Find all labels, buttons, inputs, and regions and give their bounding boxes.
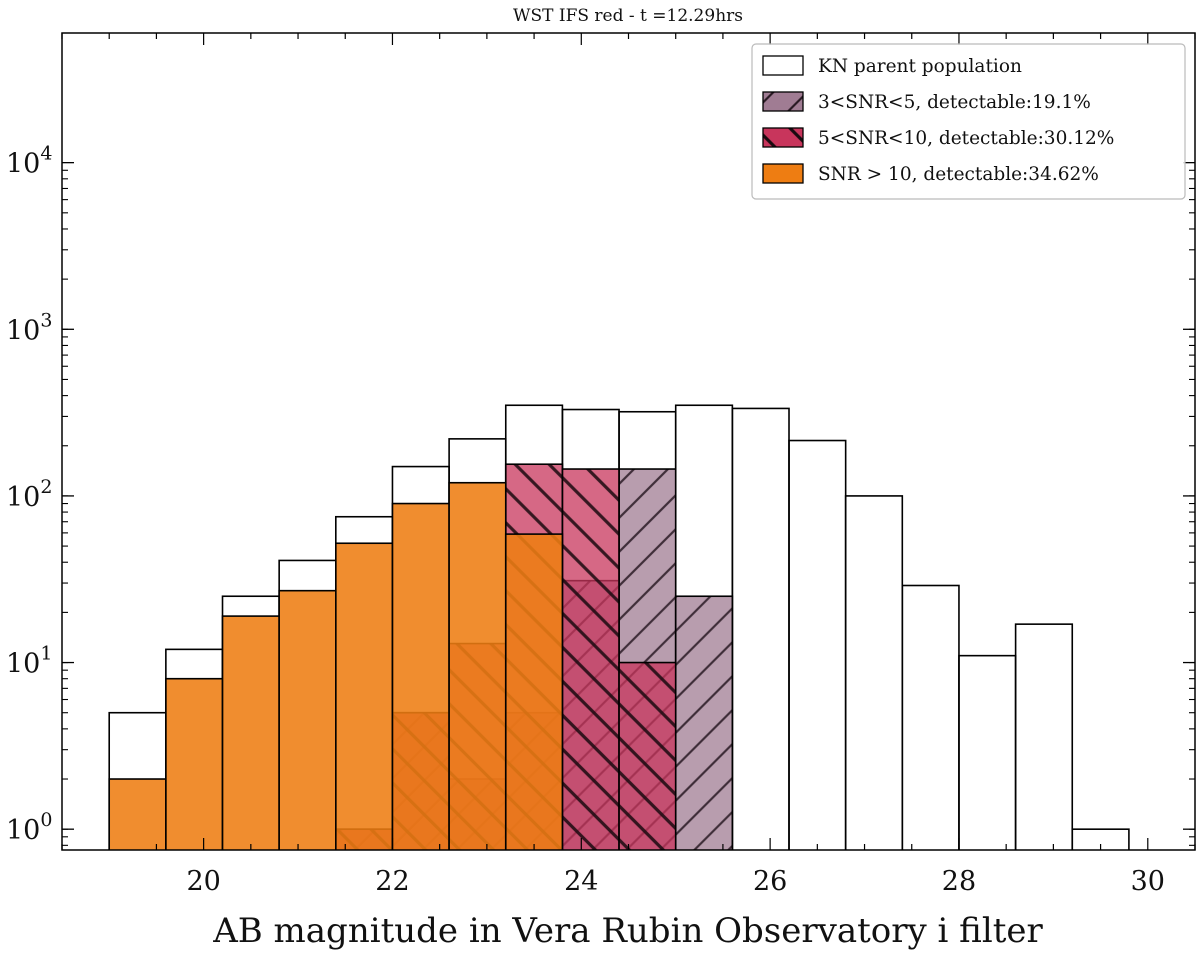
bar-s3-bin7 xyxy=(504,533,564,850)
y-tick-label: 102 xyxy=(6,476,52,513)
legend: KN parent population 3<SNR<5, detectable… xyxy=(751,43,1186,200)
bar-s0-bin14 xyxy=(901,584,960,850)
bar-s0-bin11 xyxy=(731,407,790,850)
bar-s3-bin0 xyxy=(108,778,167,850)
bar-s0-bin13 xyxy=(844,495,904,850)
plot-area xyxy=(108,404,1130,850)
x-tick-label: 28 xyxy=(942,866,976,897)
bar-s0-bin15 xyxy=(958,654,1017,850)
bar-s3-bin1 xyxy=(165,677,224,850)
bar-s2-bin9-hatch xyxy=(618,661,677,850)
legend-label-parent: KN parent population xyxy=(818,56,1022,77)
bar-s3-bin5 xyxy=(391,502,450,850)
bar-s2-bin8-hatch xyxy=(561,468,620,850)
legend-label-snr-5-10: 5<SNR<10, detectable:30.12% xyxy=(818,128,1114,149)
legend-box xyxy=(751,43,1186,200)
bar-s1-bin10-hatch xyxy=(674,595,734,850)
y-tick-labels: 100 101 102 103 104 xyxy=(6,143,52,847)
x-tick-label: 24 xyxy=(564,866,598,897)
x-axis-label: AB magnitude in Vera Rubin Observatory i… xyxy=(212,911,1043,951)
x-tick-label: 30 xyxy=(1131,866,1165,897)
bar-s0-bin16 xyxy=(1014,623,1074,850)
bar-s3-bin3 xyxy=(278,589,337,850)
legend-swatch-snr-3-5-hatch xyxy=(762,91,804,112)
x-tick-label: 26 xyxy=(753,866,787,897)
legend-swatch-parent xyxy=(762,55,804,76)
legend-swatch-snr-5-10-hatch xyxy=(762,127,804,148)
bar-s3-bin2 xyxy=(221,615,280,850)
y-tick-label: 103 xyxy=(6,309,52,346)
bar-s0-bin17 xyxy=(1071,828,1130,850)
y-tick-label: 104 xyxy=(6,143,52,180)
bar-s0-bin12 xyxy=(788,439,847,850)
y-tick-label: 101 xyxy=(6,643,52,680)
series-snr-gt-10 xyxy=(108,481,564,850)
y-tick-label: 100 xyxy=(6,809,52,846)
legend-label-snr-3-5: 3<SNR<5, detectable:19.1% xyxy=(818,92,1091,113)
legend-swatch-snr-gt-10 xyxy=(762,163,804,184)
x-tick-labels: 20 22 24 26 28 30 xyxy=(186,866,1165,897)
x-tick-label: 22 xyxy=(375,866,409,897)
chart-title: WST IFS red - t =12.29hrs xyxy=(513,6,743,26)
x-tick-label: 20 xyxy=(186,866,220,897)
legend-label-snr-gt-10: SNR > 10, detectable:34.62% xyxy=(818,164,1099,185)
bar-s3-bin6 xyxy=(448,481,507,850)
axis-ticks xyxy=(61,33,1196,850)
bar-s3-bin4 xyxy=(335,542,394,850)
